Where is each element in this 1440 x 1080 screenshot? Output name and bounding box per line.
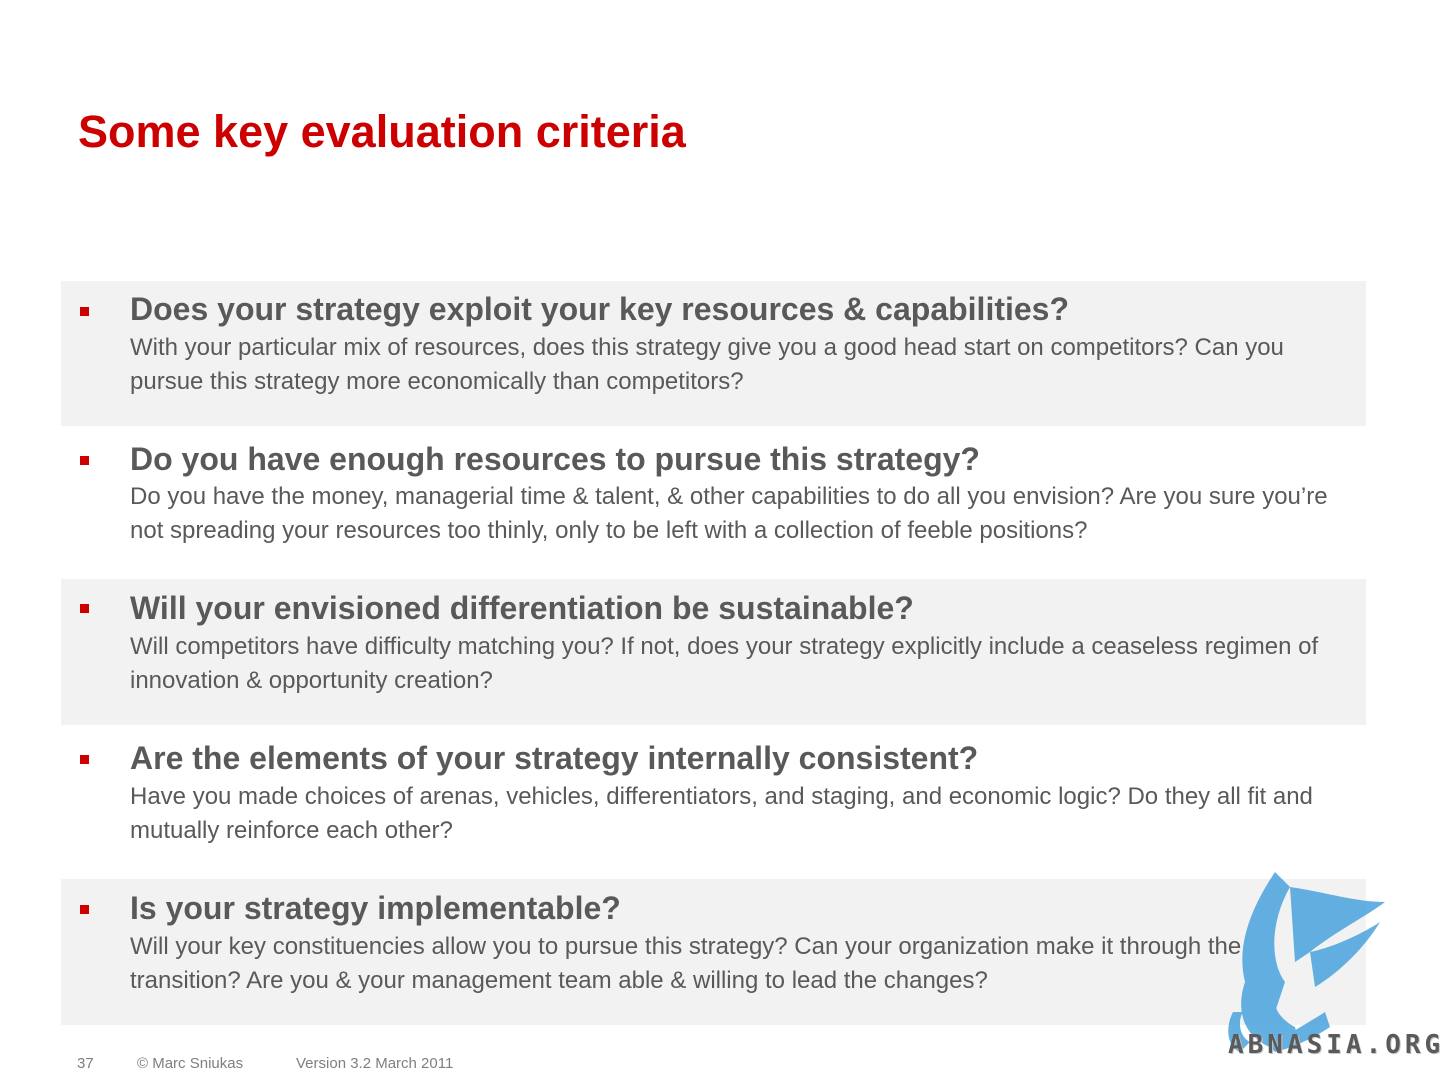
version-text: Version 3.2 March 2011	[296, 1055, 454, 1072]
criterion-heading: Do you have enough resources to pursue t…	[130, 441, 980, 477]
criterion-description: Will competitors have difficulty matchin…	[130, 633, 1319, 694]
copyright-text: © Marc Sniukas	[137, 1055, 244, 1072]
square-bullet-icon	[80, 755, 89, 764]
criterion-description: Do you have the money, managerial time &…	[130, 483, 1328, 544]
square-bullet-icon	[80, 307, 89, 316]
square-bullet-icon	[80, 604, 89, 613]
criterion-sustainable-differentiation: Will your envisioned differentiation be …	[61, 579, 1366, 725]
criterion-resources-capabilities: Does your strategy exploit your key reso…	[61, 281, 1366, 426]
criterion-enough-resources: Do you have enough resources to pursue t…	[61, 430, 1366, 578]
square-bullet-icon	[80, 905, 89, 914]
page-number: 37	[77, 1055, 94, 1072]
criterion-heading: Are the elements of your strategy intern…	[130, 740, 979, 776]
criterion-heading: Does your strategy exploit your key reso…	[130, 291, 1070, 327]
square-bullet-icon	[80, 456, 89, 465]
slide-title: Some key evaluation criteria	[78, 106, 686, 157]
criterion-heading: Is your strategy implementable?	[130, 890, 621, 926]
griffin-icon	[1228, 872, 1385, 1052]
criterion-description: Have you made choices of arenas, vehicle…	[130, 783, 1313, 844]
watermark-text: ABNASIA.ORG	[1228, 1030, 1440, 1060]
criterion-description: With your particular mix of resources, d…	[130, 334, 1284, 395]
criterion-implementable: Is your strategy implementable? Will you…	[61, 879, 1366, 1025]
criterion-description: Will your key constituencies allow you t…	[130, 933, 1242, 994]
criterion-internal-consistency: Are the elements of your strategy intern…	[61, 729, 1366, 875]
criterion-heading: Will your envisioned differentiation be …	[130, 590, 914, 626]
